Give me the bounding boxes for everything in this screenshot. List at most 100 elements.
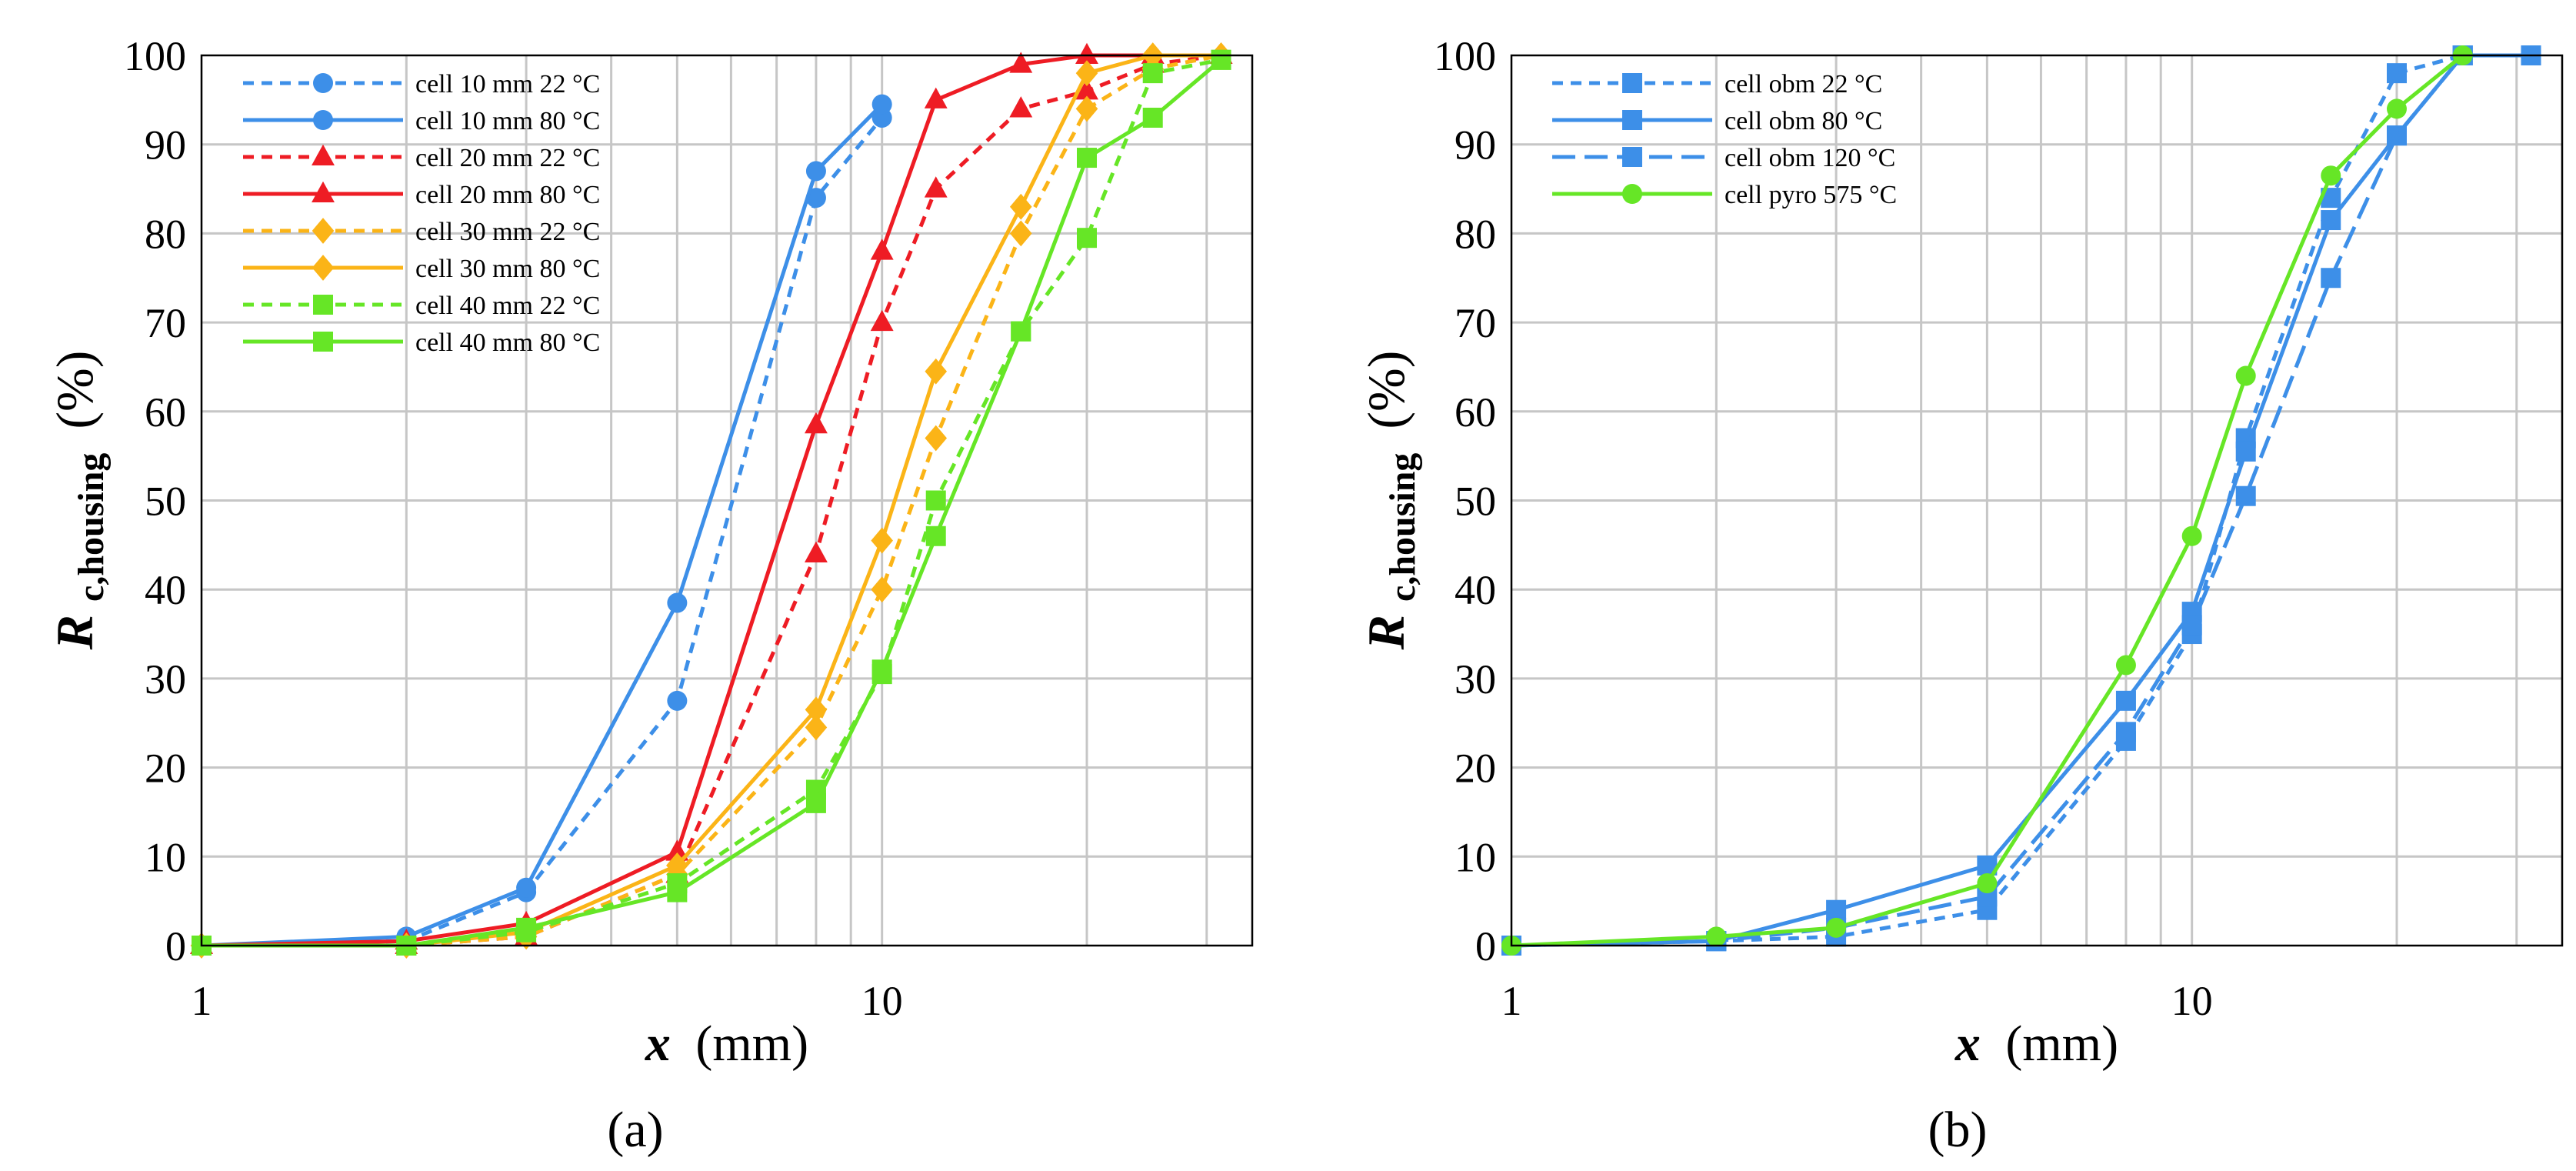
panel-b-legend-label-3: cell pyro 575 °C [1725,181,1897,209]
panel-a-legend-marker-0 [313,73,333,93]
panel-a-series-3-point [804,412,828,434]
panel-a-y-tick-label: 80 [145,211,186,257]
panel-a-ylabel: R c,housing (%) [45,351,115,651]
panel-a-series-2-point [870,309,894,332]
panel-a-y-tick-label: 50 [145,479,186,525]
panel-b-legend-entry-0: cell obm 22 °C [1552,70,1882,98]
panel-a-y-tick-label: 0 [165,923,186,969]
panel-b-y-tick-label: 10 [1455,834,1496,880]
panel-a-legend-entry-6: cell 40 mm 22 °C [243,292,600,320]
panel-b-legend-entry-1: cell obm 80 °C [1552,107,1882,135]
panel-a-legend-label-2: cell 20 mm 22 °C [415,144,600,172]
panel-b-series-3-point [1706,926,1727,947]
panel-a-x-tick-label: 1 [192,978,212,1024]
panel-a-series-4-point [805,714,828,741]
panel-b-legend-label-0: cell obm 22 °C [1725,70,1882,98]
panel-a-series-5-point [1075,60,1098,87]
panel-b-grid [1511,55,2562,946]
panel-a-series-2-point [1009,96,1033,118]
panel-a-series-6-point [1076,228,1097,249]
panel-b-ylabel-var: R [1357,615,1415,650]
panel-a-series-1-point [871,94,892,115]
panel-a-series-7-point [1011,321,1031,342]
panel-b-series-3-point [1826,917,1847,938]
panel-a-legend-label-3: cell 20 mm 80 °C [415,181,600,209]
panel-a-series-7-point [516,917,537,938]
panel-a-ylabel-unit: (%) [45,351,104,429]
panel-a-ylabel-sub: c,housing [71,453,112,602]
panel-b-xlabel-var: x [1954,1016,1981,1072]
panel-b-y-tick-label: 100 [1434,33,1496,79]
panel-a-x-tick-label: 10 [861,978,903,1024]
panel-b-series-1-point [2235,441,2256,462]
panel-b-series-0-point [2386,63,2407,84]
panel-b-series-3 [1501,45,2473,956]
panel-a-series-7-point [1211,49,1231,70]
panel-a-series-4-point [871,576,893,603]
panel-b-series [1501,45,2541,956]
panel-b-ylabel-sub: c,housing [1382,453,1423,602]
panel-a-legend-label-5: cell 30 mm 80 °C [415,255,600,283]
panel-b-series-3-point [2386,98,2407,119]
panel-a-series-3-point [870,239,894,260]
panel-a-legend: cell 10 mm 22 °C cell 10 mm 80 °C cell 20 … [243,70,600,357]
panel-a-series-7-point [925,525,946,546]
panel-a-series-5-point [1009,193,1032,220]
panel-a-y-tick-label: 70 [145,300,186,346]
panel-b-legend-marker-3 [1622,184,1642,204]
panel-a-series-7-point [667,882,688,902]
panel-b-y-tick-label: 20 [1455,746,1496,792]
panel-b-series-2-point [2321,268,2341,289]
panel-b-series-3-line [1511,54,2464,948]
panel-b-series-3-point [2115,655,2136,676]
panel-a-series-6-point [1142,63,1163,84]
panel-a-legend-marker-7 [313,332,333,352]
panel-b-legend-marker-2 [1622,147,1642,167]
panel-a-y-tick-label: 10 [145,834,186,880]
panel-b-legend-marker-1 [1622,110,1642,130]
panel-a-series-3-point [1009,52,1033,73]
panel-b-x-tick-label: 10 [2171,978,2213,1024]
panel-a-y-tick-label: 30 [145,656,186,702]
panel-b-legend-label-2: cell obm 120 °C [1725,144,1895,172]
panel-b-series-3-point [2181,525,2202,546]
panel-a-legend-marker-5 [312,255,335,281]
panel-a-y-tick-label: 60 [145,389,186,435]
panel-a-legend-entry-1: cell 10 mm 80 °C [243,107,600,135]
panel-a-xlabel: x (mm) [645,1016,808,1072]
panel-a-legend-entry-4: cell 30 mm 22 °C [243,218,600,246]
panel-b-y-tick-label: 90 [1455,122,1496,168]
panel-a-series [190,42,1233,959]
panel-a-series-7-point [1142,107,1163,128]
panel-a-series-2-point [924,176,948,198]
panel-a-legend-entry-3: cell 20 mm 80 °C [243,181,600,209]
panel-a-series-4-line [202,53,1221,948]
panel-b-series-2-point [2386,125,2407,146]
panel-a-legend-entry-2: cell 20 mm 22 °C [243,144,600,172]
panel-a-series-3-point [665,839,689,861]
panel-a-legend-entry-5: cell 30 mm 80 °C [243,255,600,283]
panel-b-label: (b) [1928,1102,1988,1158]
panel-a-series-4-point [1009,220,1032,247]
panel-a-series-4-point [925,425,948,452]
panel-b-y-tick-label: 50 [1455,479,1496,525]
panel-a-legend-label-4: cell 30 mm 22 °C [415,218,600,246]
panel-b-series-3-point [2321,165,2341,186]
panel-b-y-tick-label: 0 [1475,923,1496,969]
panel-a-legend-marker-3 [312,181,335,203]
panel-a-y-tick-label: 100 [124,33,186,79]
panel-b-series-1-point [2115,690,2136,711]
panel-a-series-6-point [925,490,946,511]
panel-a-series-1-point [667,592,688,613]
panel-a-series-1-line [201,102,884,948]
panel-a-label: (a) [607,1102,663,1158]
panel-a-series-2-point [1075,78,1098,100]
panel-b-plot-frame [1510,54,2564,947]
panel-a-series-1-point [805,161,826,182]
panel-a-series-5-point [805,696,828,723]
panel-b-y-tick-label: 30 [1455,656,1496,702]
panel-a-xlabel-unit: (mm) [695,1016,808,1072]
panel-a-legend-label-7: cell 40 mm 80 °C [415,329,600,357]
